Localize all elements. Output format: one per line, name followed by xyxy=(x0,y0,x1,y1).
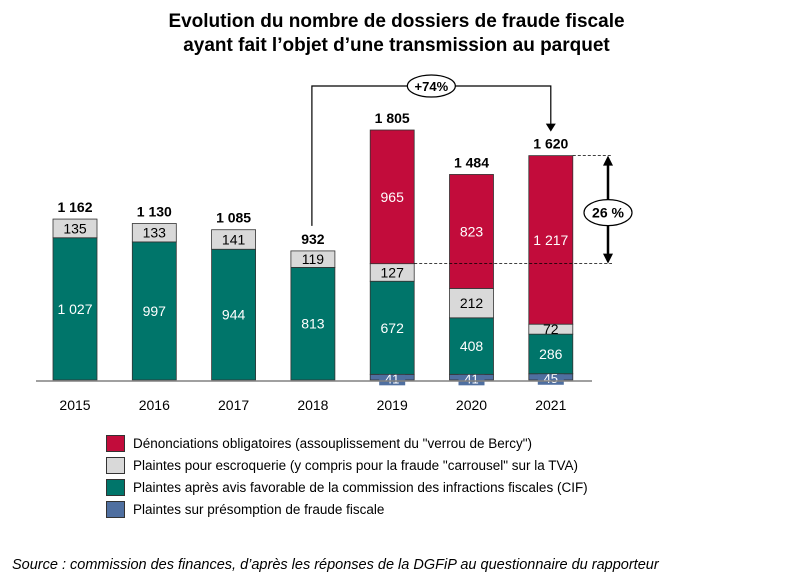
data-label-box xyxy=(379,371,406,386)
x-tick-label: 2020 xyxy=(456,397,487,413)
data-label: 119 xyxy=(302,251,325,267)
data-label: 944 xyxy=(222,307,246,323)
legend-label: Plaintes pour escroquerie (y compris pou… xyxy=(133,457,579,473)
chart-title: Evolution du nombre de dossiers de fraud… xyxy=(0,10,793,58)
data-label: 1 027 xyxy=(57,301,92,317)
x-tick-label: 2019 xyxy=(377,397,408,413)
data-label: 141 xyxy=(222,231,246,247)
total-label: 1 805 xyxy=(375,110,410,126)
legend-label: Dénonciations obligatoires (assouplissem… xyxy=(133,435,533,451)
bar-segment xyxy=(528,155,574,325)
data-label: 127 xyxy=(381,264,405,280)
data-label: 45 xyxy=(544,371,558,386)
chart-title-line-1: Evolution du nombre de dossiers de fraud… xyxy=(168,11,625,32)
total-label: 1 130 xyxy=(137,203,172,219)
bar-segment xyxy=(528,333,574,375)
legend-swatch xyxy=(106,434,125,452)
data-label: 286 xyxy=(539,346,563,362)
x-tick-label: 2016 xyxy=(139,397,170,413)
growth-badge xyxy=(406,74,456,98)
x-tick-label: 2021 xyxy=(535,397,566,413)
legend-item-presomption: Plaintes sur présomption de fraude fisca… xyxy=(106,498,588,520)
data-label: 72 xyxy=(543,321,559,337)
legend-item-cif: Plaintes après avis favorable de la comm… xyxy=(106,476,588,498)
stacked-bar-chart: 1 027 135 1 162 2015 997 133 1 130 2016 944 141 1 … xyxy=(36,74,633,413)
data-label: 133 xyxy=(143,225,167,241)
total-label: 1 484 xyxy=(454,154,489,170)
bar-segment xyxy=(52,237,98,381)
legend-swatch xyxy=(106,456,125,474)
chart-title-line-2: ayant fait l’objet d’une transmission au… xyxy=(183,35,610,56)
bar-segment xyxy=(131,241,177,381)
total-label: 1 085 xyxy=(216,210,251,226)
data-label-box xyxy=(458,371,485,386)
legend-swatch xyxy=(106,500,125,518)
x-tick-label: 2015 xyxy=(59,397,90,413)
data-label: 823 xyxy=(460,223,484,239)
bar-segment xyxy=(449,288,494,319)
legend-label: Plaintes sur présomption de fraude fisca… xyxy=(133,501,385,517)
share-badge xyxy=(583,199,633,227)
bar-segment xyxy=(52,218,98,239)
total-label: 1 620 xyxy=(533,136,568,152)
total-label: 1 162 xyxy=(57,199,92,215)
growth-label: +74% xyxy=(415,79,449,94)
data-label: 212 xyxy=(460,295,484,311)
data-label: 408 xyxy=(460,338,484,354)
bar-segment xyxy=(211,229,257,250)
bar-segment xyxy=(290,266,336,381)
arrow-head-icon xyxy=(545,123,556,132)
growth-bracket xyxy=(311,85,552,226)
legend-label: Plaintes après avis favorable de la comm… xyxy=(133,479,588,495)
source-note: Source : commission des finances, d’aprè… xyxy=(12,557,659,573)
data-label: 997 xyxy=(143,303,167,319)
bar-segment xyxy=(369,129,415,265)
bar-segment xyxy=(131,223,177,243)
bar-segment xyxy=(449,317,494,375)
data-label: 41 xyxy=(464,371,478,386)
legend: Dénonciations obligatoires (assouplissem… xyxy=(106,432,588,520)
data-label: 813 xyxy=(301,316,325,332)
x-tick-label: 2017 xyxy=(218,397,249,413)
legend-item-escroquerie: Plaintes pour escroquerie (y compris pou… xyxy=(106,454,588,476)
legend-item-denonciations: Dénonciations obligatoires (assouplissem… xyxy=(106,432,588,454)
bar-segment xyxy=(369,280,415,375)
data-label: 1 217 xyxy=(533,232,568,248)
arrow-down-icon xyxy=(603,253,613,264)
total-label: 932 xyxy=(301,231,325,247)
data-label: 41 xyxy=(385,371,399,386)
data-label: 135 xyxy=(63,220,87,236)
data-label: 965 xyxy=(381,189,405,205)
x-tick-label: 2018 xyxy=(297,397,328,413)
bar-segment xyxy=(449,174,494,289)
bar-segment xyxy=(290,250,336,268)
data-label: 672 xyxy=(381,320,405,336)
arrow-up-icon xyxy=(603,155,613,166)
legend-swatch xyxy=(106,478,125,496)
share-label: 26 % xyxy=(592,205,624,221)
